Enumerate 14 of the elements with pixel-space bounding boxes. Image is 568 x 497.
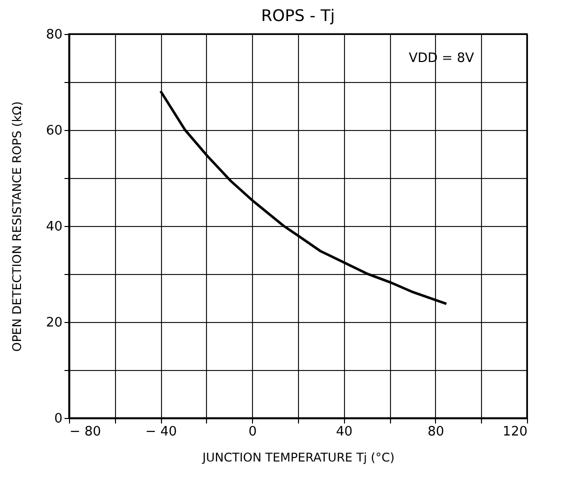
x-tick-label: 80 xyxy=(428,424,444,440)
x-tick-label: − 40 xyxy=(145,424,177,440)
x-tick-label: 40 xyxy=(336,424,353,440)
y-tick-label: 80 xyxy=(46,28,62,42)
y-tick-label: 60 xyxy=(46,124,62,138)
x-tick-label: 120 xyxy=(502,424,528,440)
y-tick-label: 0 xyxy=(54,412,62,426)
x-tick-label: 0 xyxy=(248,424,257,440)
y-axis-title: OPEN DETECTION RESISTANCE ROPS (kΩ) xyxy=(10,101,24,352)
y-tick-label: 20 xyxy=(46,316,62,330)
x-tick-label: − 80 xyxy=(70,424,102,440)
x-axis-title: JUNCTION TEMPERATURE Tj (°C) xyxy=(201,450,395,464)
y-tick-label: 40 xyxy=(46,220,62,234)
chart-title: ROPS - Tj xyxy=(261,6,335,25)
